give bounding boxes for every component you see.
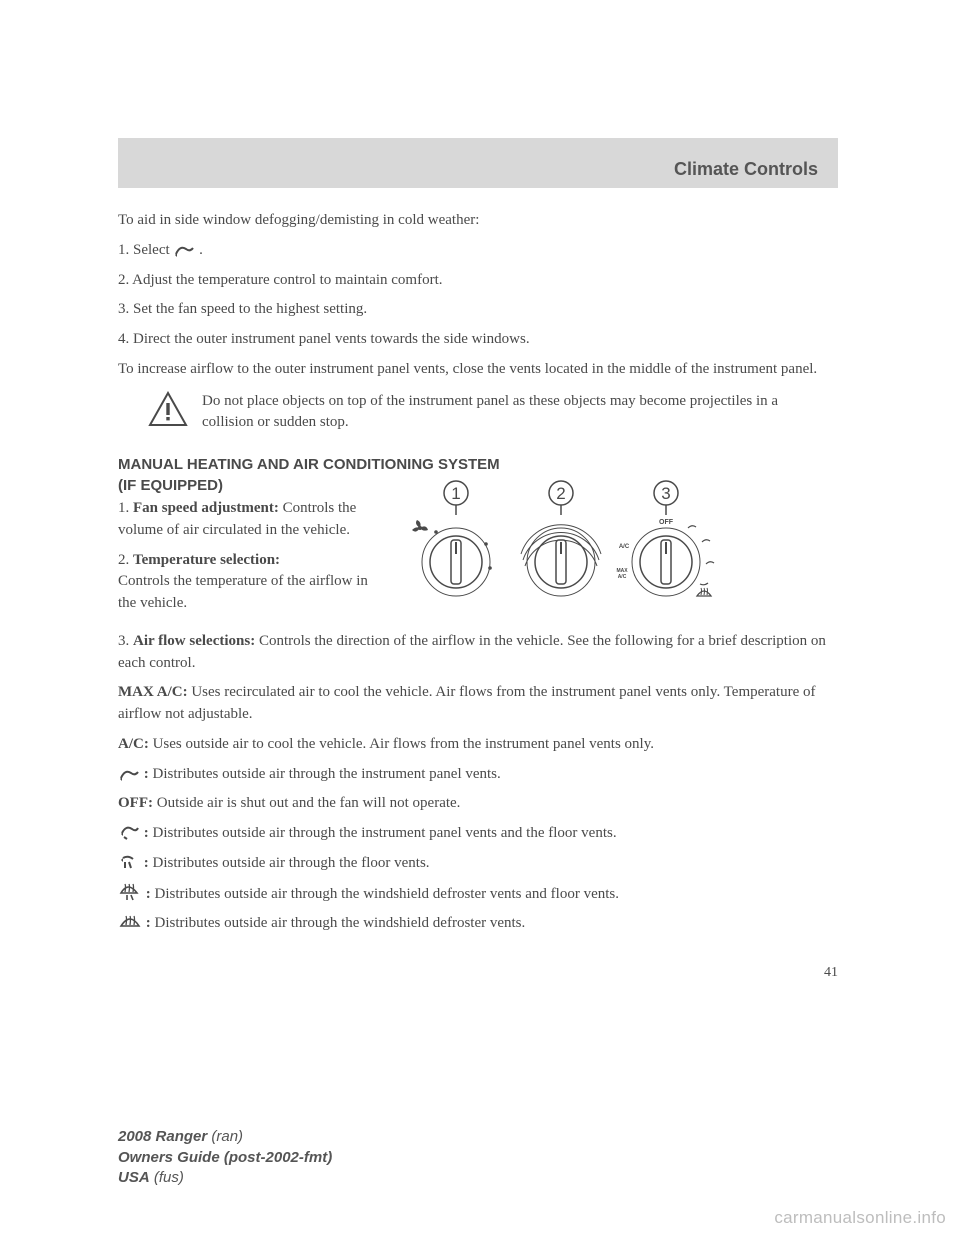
dial-label-1: 1: [451, 484, 460, 503]
defrost-rest: Distributes outside air through the wind…: [151, 915, 526, 931]
intro-step-3: 3. Set the fan speed to the highest sett…: [118, 299, 838, 321]
panel-rest: Distributes outside air through the inst…: [149, 766, 501, 782]
section-heading-2: (IF EQUIPPED): [118, 477, 388, 494]
panel-floor-vent-icon: [118, 825, 144, 841]
item2-rest: Controls the temperature of the airflow …: [118, 573, 368, 611]
step1-text-b: .: [199, 242, 203, 258]
defrost-line: : Distributes outside air through the wi…: [118, 913, 838, 935]
maxac-line: MAX A/C: Uses recirculated air to cool t…: [118, 682, 838, 726]
footer-model: 2008 Ranger: [118, 1128, 207, 1145]
warning-text: Do not place objects on top of the instr…: [202, 391, 808, 435]
svg-text:OFF: OFF: [659, 519, 674, 526]
panel-vent-icon: [118, 766, 144, 782]
intro-increase: To increase airflow to the outer instrum…: [118, 359, 838, 381]
page-header: Climate Controls: [118, 138, 838, 188]
item2-bold: Temperature selection:: [133, 552, 280, 568]
item1-bold: Fan speed adjustment:: [133, 500, 279, 516]
floordef-line: : Distributes outside air through the wi…: [118, 883, 838, 906]
item-3: 3. Air flow selections: Controls the dir…: [118, 631, 838, 675]
page-number: 41: [118, 965, 838, 981]
defrost-icon: [118, 915, 146, 931]
ac-rest: Uses outside air to cool the vehicle. Ai…: [149, 736, 654, 752]
floor-line: : Distributes outside air through the fl…: [118, 853, 838, 875]
floor-rest: Distributes outside air through the floo…: [149, 855, 430, 871]
floor-vent-icon: [118, 855, 144, 871]
section-heading-1: MANUAL HEATING AND AIR CONDITIONING SYST…: [118, 456, 838, 473]
intro-lead: To aid in side window defogging/demistin…: [118, 210, 838, 232]
dial-label-2: 2: [556, 484, 565, 503]
ac-bold: A/C:: [118, 736, 149, 752]
floordef-rest: Distributes outside air through the wind…: [151, 886, 619, 902]
warning-callout: Do not place objects on top of the instr…: [118, 391, 838, 435]
dial-label-3: 3: [661, 484, 670, 503]
off-bold: OFF:: [118, 795, 153, 811]
warning-icon: [148, 391, 188, 432]
item3-bold: Air flow selections:: [133, 633, 255, 649]
header-title: Climate Controls: [674, 159, 818, 180]
item1-pre: 1.: [118, 500, 133, 516]
intro-step-2: 2. Adjust the temperature control to mai…: [118, 270, 838, 292]
panelfloor-line: : Distributes outside air through the in…: [118, 823, 838, 845]
intro-step-1: 1. Select .: [118, 240, 838, 262]
watermark: carmanualsonline.info: [774, 1208, 946, 1228]
item-2: 2. Temperature selection: Controls the t…: [118, 550, 388, 615]
dial-diagram: 1 2 3: [406, 477, 838, 623]
off-rest: Outside air is shut out and the fan will…: [153, 795, 460, 811]
panel-vent-icon: [173, 242, 199, 258]
footer-line-1: 2008 Ranger (ran): [118, 1127, 332, 1147]
footer: 2008 Ranger (ran) Owners Guide (post-200…: [118, 1127, 332, 1188]
intro-step-4: 4. Direct the outer instrument panel ven…: [118, 329, 838, 351]
svg-text:A/C: A/C: [618, 574, 627, 580]
maxac-rest: Uses recirculated air to cool the vehicl…: [118, 684, 816, 722]
svg-text:A/C: A/C: [619, 544, 630, 550]
item2-pre: 2.: [118, 552, 133, 568]
ac-line: A/C: Uses outside air to cool the vehicl…: [118, 734, 838, 756]
floor-defrost-icon: [118, 886, 146, 902]
step1-text-a: 1. Select: [118, 242, 173, 258]
off-line: OFF: Outside air is shut out and the fan…: [118, 793, 838, 815]
item-1: 1. Fan speed adjustment: Controls the vo…: [118, 498, 388, 542]
footer-line-2: Owners Guide (post-2002-fmt): [118, 1148, 332, 1168]
footer-l3-reg: (fus): [150, 1169, 184, 1186]
footer-l3-b: USA: [118, 1169, 150, 1186]
item3-pre: 3.: [118, 633, 133, 649]
footer-line-3: USA (fus): [118, 1168, 332, 1188]
footer-l1-reg: (ran): [207, 1128, 243, 1145]
panel-line: : Distributes outside air through the in…: [118, 764, 838, 786]
panelfloor-rest: Distributes outside air through the inst…: [149, 825, 617, 841]
maxac-bold: MAX A/C:: [118, 684, 188, 700]
